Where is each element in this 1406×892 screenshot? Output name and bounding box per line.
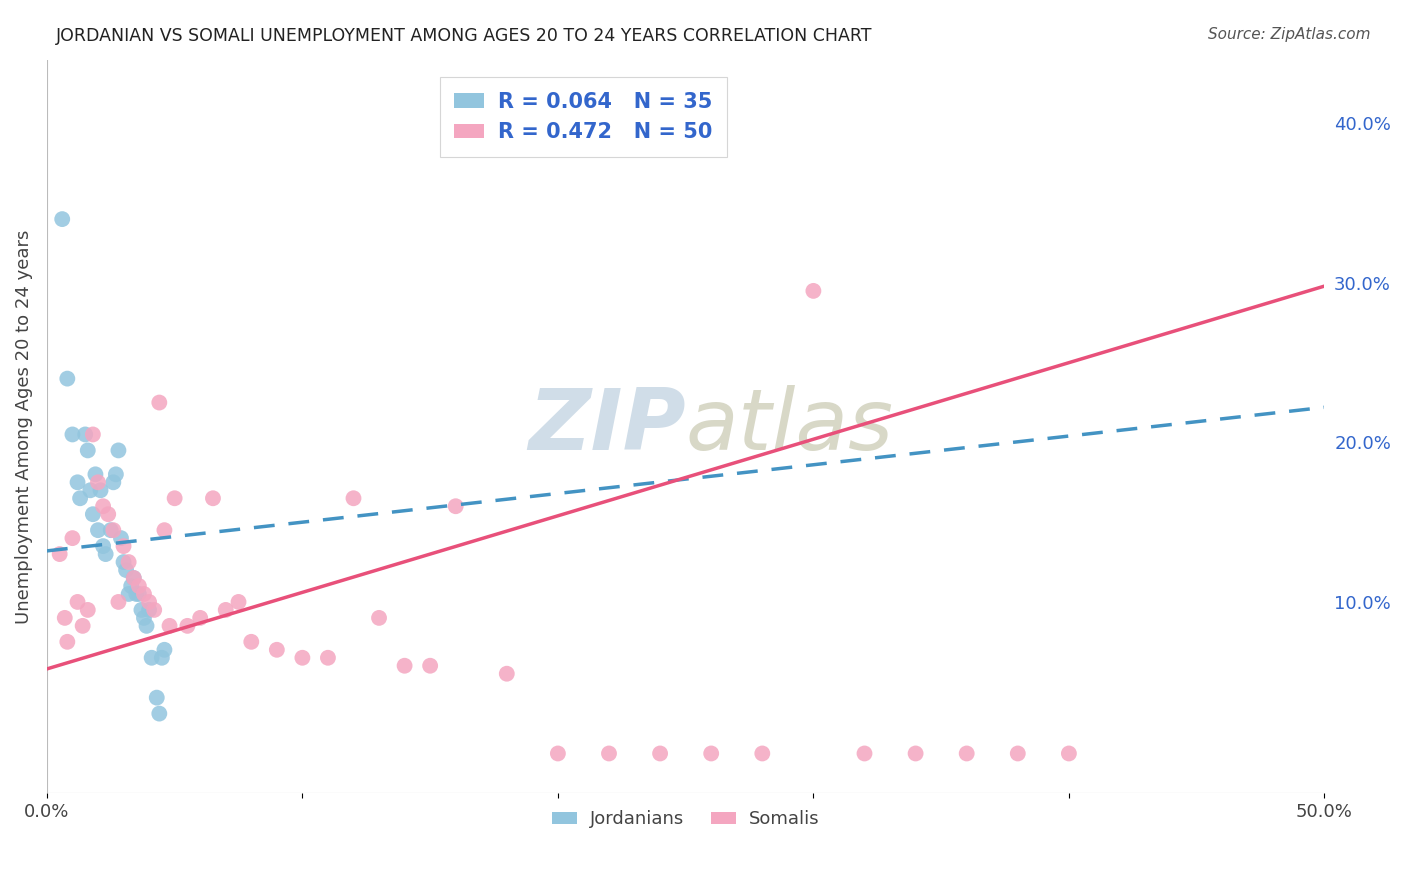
- Point: [62, 531, 84, 545]
- Point: [66, 475, 89, 490]
- Point: [138, 603, 160, 617]
- Point: [163, 491, 186, 506]
- Point: [145, 690, 167, 705]
- Point: [69, 491, 91, 506]
- Point: [100, 523, 122, 537]
- Point: [125, 587, 148, 601]
- Point: [75, 427, 97, 442]
- Point: [91, 539, 114, 553]
- Point: [215, 603, 238, 617]
- Point: [112, 539, 135, 553]
- Point: [1057, 747, 1080, 761]
- Point: [138, 595, 160, 609]
- Point: [495, 666, 517, 681]
- Point: [94, 547, 117, 561]
- Point: [803, 284, 825, 298]
- Point: [53, 611, 76, 625]
- Point: [751, 747, 773, 761]
- Point: [188, 611, 211, 625]
- Point: [122, 571, 145, 585]
- Y-axis label: Unemployment Among Ages 20 to 24 years: Unemployment Among Ages 20 to 24 years: [15, 229, 32, 624]
- Point: [51, 212, 73, 227]
- Text: Source: ZipAtlas.com: Source: ZipAtlas.com: [1208, 27, 1371, 42]
- Point: [956, 747, 979, 761]
- Point: [103, 475, 125, 490]
- Point: [143, 603, 166, 617]
- Point: [444, 500, 467, 514]
- Text: JORDANIAN VS SOMALI UNEMPLOYMENT AMONG AGES 20 TO 24 YEARS CORRELATION CHART: JORDANIAN VS SOMALI UNEMPLOYMENT AMONG A…: [56, 27, 873, 45]
- Point: [62, 427, 84, 442]
- Point: [120, 579, 142, 593]
- Point: [104, 467, 127, 482]
- Point: [118, 555, 141, 569]
- Point: [547, 747, 569, 761]
- Point: [135, 619, 157, 633]
- Point: [342, 491, 364, 506]
- Point: [56, 635, 79, 649]
- Point: [368, 611, 391, 625]
- Legend: Jordanians, Somalis: Jordanians, Somalis: [544, 803, 827, 836]
- Point: [56, 371, 79, 385]
- Point: [79, 483, 101, 498]
- Point: [132, 587, 155, 601]
- Point: [48, 547, 70, 561]
- Point: [700, 747, 723, 761]
- Point: [107, 595, 129, 609]
- Point: [112, 555, 135, 569]
- Point: [128, 587, 150, 601]
- Point: [76, 603, 98, 617]
- Point: [118, 587, 141, 601]
- Point: [115, 563, 138, 577]
- Point: [103, 523, 125, 537]
- Point: [150, 650, 173, 665]
- Point: [84, 467, 107, 482]
- Point: [90, 483, 112, 498]
- Point: [1007, 747, 1029, 761]
- Point: [176, 619, 198, 633]
- Point: [419, 658, 441, 673]
- Point: [76, 443, 98, 458]
- Point: [201, 491, 224, 506]
- Point: [91, 500, 114, 514]
- Point: [87, 475, 110, 490]
- Point: [291, 650, 314, 665]
- Text: atlas: atlas: [686, 385, 894, 468]
- Point: [128, 579, 150, 593]
- Point: [394, 658, 416, 673]
- Point: [107, 443, 129, 458]
- Point: [159, 619, 181, 633]
- Point: [228, 595, 250, 609]
- Point: [240, 635, 263, 649]
- Point: [97, 507, 120, 521]
- Point: [148, 706, 170, 721]
- Point: [131, 603, 153, 617]
- Point: [598, 747, 620, 761]
- Point: [110, 531, 132, 545]
- Point: [82, 427, 104, 442]
- Point: [316, 650, 339, 665]
- Point: [853, 747, 876, 761]
- Text: ZIP: ZIP: [529, 385, 686, 468]
- Point: [153, 523, 176, 537]
- Point: [141, 650, 163, 665]
- Point: [82, 507, 104, 521]
- Point: [66, 595, 89, 609]
- Point: [266, 642, 288, 657]
- Point: [87, 523, 110, 537]
- Point: [153, 642, 176, 657]
- Point: [122, 571, 145, 585]
- Point: [132, 611, 155, 625]
- Point: [648, 747, 671, 761]
- Point: [148, 395, 170, 409]
- Point: [904, 747, 927, 761]
- Point: [72, 619, 94, 633]
